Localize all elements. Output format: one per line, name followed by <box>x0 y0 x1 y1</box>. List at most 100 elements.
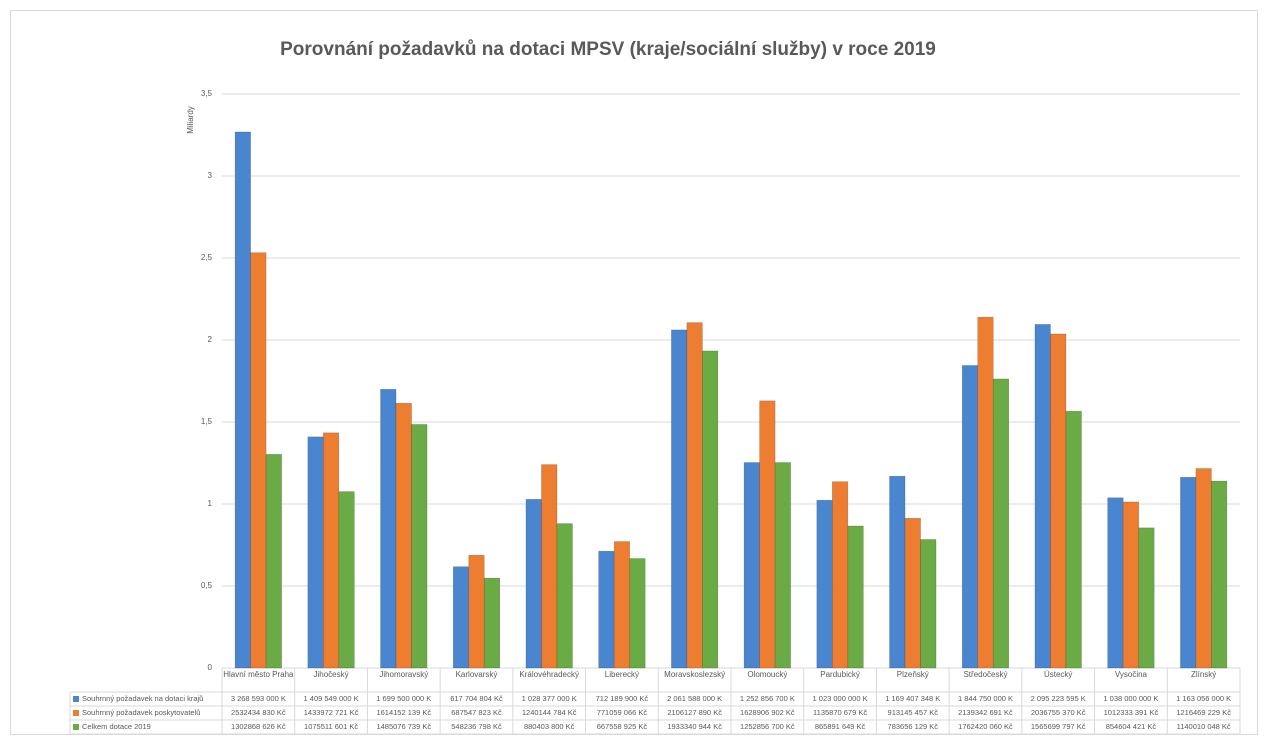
x-tick-label: Pardubický <box>820 670 860 679</box>
table-cell: 783656 129 Kč <box>888 722 939 731</box>
bar <box>265 454 282 669</box>
x-tick-label-box: Moravskoslezský <box>664 670 726 679</box>
table-cell: 1628906 902 Kč <box>740 708 795 717</box>
bar <box>847 525 864 669</box>
y-tick-label: 0,5 <box>201 581 213 590</box>
bar <box>307 436 324 669</box>
bar <box>774 462 791 669</box>
table-cell: 1240144 784 Kč <box>522 708 577 717</box>
table-cell: 1 028 377 000 K <box>522 694 577 703</box>
table-cell: 1 252 856 700 K <box>740 694 795 703</box>
table-cell: 1565699 797 Kč <box>1031 722 1086 731</box>
x-tick-label: Liberecký <box>604 670 640 679</box>
x-tick-label-box: Ústecký <box>1043 670 1073 679</box>
table-cell: 1012333 391 Kč <box>1104 708 1159 717</box>
bar <box>613 541 630 669</box>
table-cell: 865891 649 Kč <box>815 722 866 731</box>
legend-label: Souhrnný požadavek poskytovatelů <box>82 708 200 717</box>
table-cell: 1252856 700 Kč <box>740 722 795 731</box>
bar <box>904 517 921 669</box>
y-tick-label: 3 <box>208 171 213 180</box>
bar <box>380 388 397 669</box>
bar <box>920 539 937 669</box>
bar <box>1180 476 1197 669</box>
x-tick-label: Olomoucký <box>747 670 788 679</box>
x-tick-label: Jihomoravský <box>379 670 429 679</box>
x-tick-label-box: Vysočina <box>1114 670 1147 679</box>
table-cell: 1 699 500 000 K <box>376 694 431 703</box>
table-cell: 1 844 750 000 K <box>958 694 1013 703</box>
y-tick-label: 2 <box>208 335 213 344</box>
bar <box>395 402 412 669</box>
x-tick-label: Hlavní město Praha <box>223 670 294 679</box>
x-tick-label: Zlínský <box>1190 670 1217 679</box>
table-cell: 1933340 944 Kč <box>667 722 722 731</box>
y-tick-label: 2,5 <box>201 253 213 262</box>
bar <box>1050 333 1067 669</box>
table-cell: 548236 798 Kč <box>451 722 502 731</box>
bar <box>525 499 542 669</box>
y-tick-label: 1 <box>208 499 213 508</box>
table-cell: 2106127 890 Kč <box>667 708 722 717</box>
table-cell: 1485076 739 Kč <box>376 722 431 731</box>
bar <box>468 554 485 669</box>
table-cell: 1 169 407 348 K <box>885 694 940 703</box>
bar <box>671 329 688 669</box>
bar <box>1211 480 1228 669</box>
bar <box>889 475 906 669</box>
x-tick-label-box: Jihočeský <box>313 670 348 679</box>
legend-swatch <box>73 696 79 702</box>
bar <box>816 499 833 669</box>
bar <box>541 464 558 669</box>
bar <box>483 577 501 669</box>
bar <box>1065 410 1082 669</box>
table-cell: 1 409 549 000 K <box>304 694 359 703</box>
table-cell: 712 189 900 Kč <box>596 694 649 703</box>
bar <box>832 481 849 669</box>
x-tick-label-box: Jihomoravský <box>379 670 429 679</box>
bar <box>961 365 979 669</box>
y-tick-label: 3,5 <box>201 89 213 98</box>
table-cell: 2 061 588 000 K <box>667 694 722 703</box>
bar <box>598 550 615 669</box>
y-axis-label: Miliardy <box>186 106 195 134</box>
bar <box>1034 324 1051 669</box>
table-cell: 1302868 626 Kč <box>231 722 286 731</box>
x-tick-label: Královéhradecký <box>519 670 579 679</box>
x-tick-label: Středočeský <box>963 670 1008 679</box>
table-cell: 667558 925 Kč <box>597 722 648 731</box>
bar <box>556 523 573 669</box>
table-cell: 880403 800 Kč <box>524 722 575 731</box>
x-tick-label: Karlovarský <box>455 670 498 679</box>
bar <box>250 252 267 669</box>
legend-label: Souhrnný požadavek na dotaci krajů <box>82 694 203 703</box>
legend-swatch <box>73 710 79 716</box>
table-cell: 771059 066 Kč <box>597 708 648 717</box>
bar <box>452 566 470 669</box>
bar <box>1195 468 1212 669</box>
x-tick-label: Vysočina <box>1114 670 1147 679</box>
table-cell: 3 268 593 000 K <box>231 694 286 703</box>
x-tick-label-box: Královéhradecký <box>519 670 579 679</box>
x-tick-label: Moravskoslezský <box>664 670 726 679</box>
table-cell: 2 095 223 595 K <box>1031 694 1086 703</box>
x-tick-label: Ústecký <box>1043 670 1073 679</box>
x-tick-label-box: Zlínský <box>1190 670 1217 679</box>
bar <box>411 424 428 669</box>
table-cell: 1 038 000 000 K <box>1103 694 1158 703</box>
y-tick-label: 0 <box>208 663 213 672</box>
table-cell: 1 023 000 000 K <box>813 694 868 703</box>
y-tick-label: 1,5 <box>201 417 213 426</box>
x-tick-label-box: Středočeský <box>963 670 1008 679</box>
x-tick-label-box: Liberecký <box>604 670 640 679</box>
x-tick-label-box: Plzeňský <box>897 670 929 679</box>
x-tick-label-box: Hlavní město Praha <box>223 670 294 679</box>
table-cell: 1 163 056 000 K <box>1176 694 1231 703</box>
table-cell: 854604 421 Kč <box>1106 722 1157 731</box>
bar <box>702 350 719 669</box>
bar <box>338 491 355 669</box>
table-cell: 1075511 601 Kč <box>304 722 358 731</box>
table-cell: 1135870 679 Kč <box>813 708 867 717</box>
table-cell: 2532434 830 Kč <box>231 708 286 717</box>
